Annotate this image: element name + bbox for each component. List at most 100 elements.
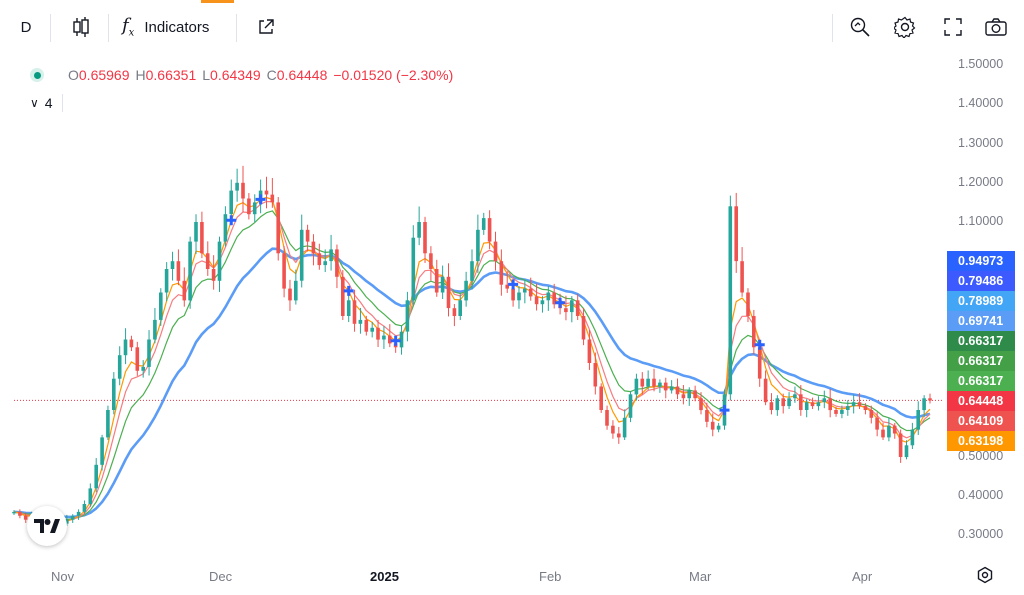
candle-body bbox=[364, 319, 369, 332]
candle-body bbox=[487, 218, 492, 242]
candle-body bbox=[587, 339, 592, 363]
candle-body bbox=[376, 327, 380, 340]
low-value: 0.64349 bbox=[210, 67, 261, 83]
candle-body bbox=[294, 280, 298, 301]
candle-body bbox=[851, 402, 856, 407]
candle-body bbox=[117, 355, 122, 379]
candle-body bbox=[922, 398, 926, 411]
candle-body bbox=[434, 269, 439, 293]
time-axis-label: Dec bbox=[209, 569, 233, 584]
candle-body bbox=[611, 425, 615, 434]
candle-body bbox=[769, 402, 774, 410]
candle-body bbox=[217, 241, 222, 281]
price-tag: 0.64109 bbox=[947, 411, 1015, 431]
time-axis-label: Mar bbox=[689, 569, 712, 584]
crossover-marker-icon bbox=[255, 194, 266, 205]
candle-body bbox=[452, 308, 457, 316]
candle-body bbox=[499, 261, 504, 285]
gear-icon[interactable] bbox=[890, 10, 920, 44]
candle-body bbox=[229, 190, 233, 215]
candle-body bbox=[288, 288, 292, 301]
high-value: 0.66351 bbox=[145, 67, 197, 83]
candle-body bbox=[341, 276, 345, 316]
axis-settings-icon[interactable] bbox=[976, 566, 994, 584]
ohlc-legend: O0.65969 H0.66351 L0.64349 C0.64448 −0.0… bbox=[30, 64, 459, 86]
candle-body bbox=[311, 241, 316, 254]
indicators-button[interactable]: fx Indicators bbox=[122, 10, 232, 44]
high-key: H bbox=[135, 67, 146, 83]
candle-body bbox=[593, 363, 598, 387]
candle-body bbox=[170, 261, 175, 269]
candle-body bbox=[493, 241, 498, 262]
candle-body bbox=[106, 410, 110, 438]
candle-body bbox=[305, 229, 310, 242]
change-value: −0.01520 (−2.30%) bbox=[333, 67, 454, 83]
time-axis-label: Feb bbox=[539, 569, 562, 584]
candle-body bbox=[581, 316, 586, 340]
candle-body bbox=[358, 319, 363, 324]
candle-body bbox=[828, 398, 832, 411]
candle-body bbox=[123, 339, 128, 356]
price-tag: 0.63198 bbox=[947, 431, 1015, 451]
candle-body bbox=[247, 198, 251, 215]
candle-body bbox=[417, 222, 421, 238]
candle-body bbox=[663, 382, 668, 391]
candle-body bbox=[405, 300, 410, 332]
candle-body bbox=[388, 335, 392, 344]
candle-body bbox=[147, 339, 151, 367]
interval-button[interactable]: D bbox=[20, 18, 32, 36]
candle-body bbox=[352, 300, 357, 324]
candle-body bbox=[323, 261, 327, 266]
candle-body bbox=[159, 292, 163, 320]
crossover-marker-icon bbox=[390, 335, 401, 346]
time-axis-label: 2025 bbox=[370, 569, 399, 584]
indicators-toggle[interactable]: ∨ 4 bbox=[30, 95, 53, 111]
candle-body bbox=[235, 182, 239, 191]
candle-body bbox=[605, 410, 609, 426]
price-chart[interactable] bbox=[0, 52, 944, 562]
fullscreen-icon[interactable] bbox=[938, 10, 968, 44]
candle-body bbox=[669, 386, 674, 391]
price-tag: 0.78989 bbox=[947, 291, 1015, 311]
time-axis-label: Nov bbox=[51, 569, 75, 584]
candle-body bbox=[94, 464, 98, 489]
crossover-marker-icon bbox=[719, 405, 730, 416]
low-key: L bbox=[202, 67, 211, 83]
candle-body bbox=[200, 222, 204, 254]
candle-body bbox=[887, 425, 891, 438]
candle-body bbox=[317, 253, 322, 266]
candle-body bbox=[622, 417, 627, 438]
candle-body bbox=[892, 425, 897, 434]
candle-body bbox=[640, 378, 645, 387]
candle-body bbox=[834, 410, 838, 414]
candle-body bbox=[634, 378, 639, 395]
candles-icon[interactable] bbox=[66, 10, 96, 44]
candle-body bbox=[875, 417, 879, 430]
external-link-icon[interactable] bbox=[252, 10, 280, 44]
price-tag: 0.94973 bbox=[947, 251, 1015, 271]
price-tag: 0.66317 bbox=[947, 371, 1015, 391]
candle-body bbox=[505, 284, 509, 289]
legend-divider bbox=[62, 94, 63, 112]
candle-body bbox=[734, 206, 738, 262]
candle-body bbox=[446, 276, 451, 309]
zoom-icon[interactable] bbox=[845, 10, 875, 44]
candle-body bbox=[752, 316, 756, 348]
close-value: 0.64448 bbox=[276, 67, 328, 83]
toolbar-divider bbox=[236, 14, 237, 42]
candle-body bbox=[699, 398, 703, 411]
candle-body bbox=[881, 429, 885, 438]
candle-body bbox=[252, 202, 257, 215]
indicators-count: 4 bbox=[44, 95, 53, 111]
crossover-marker-icon bbox=[343, 285, 354, 296]
candle-body bbox=[904, 445, 909, 458]
candle-body bbox=[141, 366, 145, 371]
candle-body bbox=[182, 280, 187, 301]
candle-body bbox=[710, 421, 715, 430]
tradingview-logo[interactable] bbox=[27, 506, 67, 546]
open-key: O bbox=[68, 67, 79, 83]
candle-body bbox=[787, 398, 791, 407]
price-axis-label: 1.20000 bbox=[958, 174, 1004, 189]
candle-body bbox=[176, 261, 181, 281]
camera-icon[interactable] bbox=[980, 10, 1012, 44]
